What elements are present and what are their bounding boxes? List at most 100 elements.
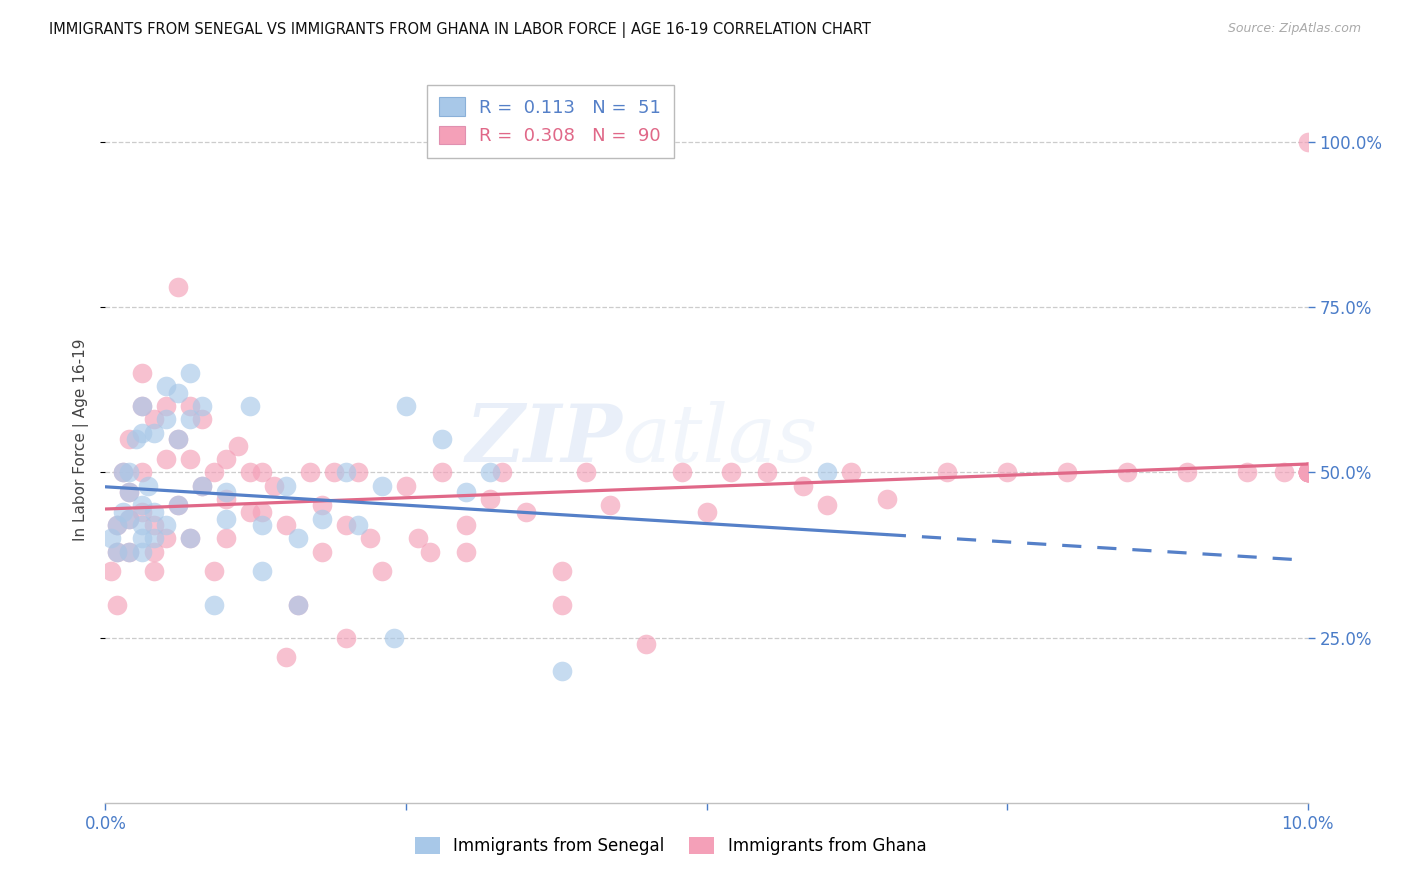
Point — [311, 511, 333, 525]
Point — [287, 532, 309, 546]
Point — [166, 499, 188, 513]
Point — [155, 412, 177, 426]
Point — [454, 544, 477, 558]
Point — [118, 466, 141, 480]
Point — [1236, 466, 1258, 480]
Point — [131, 399, 153, 413]
Point — [1296, 466, 1319, 480]
Point — [815, 466, 838, 480]
Point — [107, 518, 129, 533]
Point — [131, 399, 153, 413]
Point — [131, 499, 153, 513]
Point — [359, 532, 381, 546]
Point — [202, 598, 225, 612]
Point — [155, 399, 177, 413]
Point — [395, 478, 418, 492]
Point — [696, 505, 718, 519]
Point — [1296, 466, 1319, 480]
Point — [454, 518, 477, 533]
Point — [322, 466, 344, 480]
Point — [1296, 466, 1319, 480]
Point — [142, 505, 165, 519]
Point — [1296, 466, 1319, 480]
Point — [1296, 466, 1319, 480]
Point — [112, 505, 135, 519]
Point — [479, 466, 502, 480]
Point — [250, 518, 273, 533]
Point — [335, 466, 357, 480]
Point — [166, 280, 188, 294]
Point — [311, 499, 333, 513]
Point — [107, 598, 129, 612]
Point — [112, 466, 135, 480]
Point — [815, 499, 838, 513]
Point — [347, 518, 370, 533]
Point — [118, 511, 141, 525]
Y-axis label: In Labor Force | Age 16-19: In Labor Force | Age 16-19 — [73, 338, 90, 541]
Point — [430, 433, 453, 447]
Point — [936, 466, 959, 480]
Point — [118, 485, 141, 500]
Point — [479, 491, 502, 506]
Point — [142, 425, 165, 440]
Point — [430, 466, 453, 480]
Point — [671, 466, 693, 480]
Point — [112, 466, 135, 480]
Text: atlas: atlas — [623, 401, 818, 478]
Point — [166, 386, 188, 401]
Point — [214, 452, 236, 467]
Point — [551, 598, 574, 612]
Point — [239, 466, 262, 480]
Point — [274, 650, 297, 665]
Point — [179, 366, 201, 380]
Point — [239, 399, 262, 413]
Point — [214, 532, 236, 546]
Text: Source: ZipAtlas.com: Source: ZipAtlas.com — [1227, 22, 1361, 36]
Point — [406, 532, 429, 546]
Point — [107, 544, 129, 558]
Point — [190, 412, 212, 426]
Point — [190, 478, 212, 492]
Point — [190, 478, 212, 492]
Point — [214, 491, 236, 506]
Point — [179, 452, 201, 467]
Point — [1296, 466, 1319, 480]
Point — [599, 499, 621, 513]
Point — [131, 466, 153, 480]
Point — [202, 565, 225, 579]
Point — [179, 399, 201, 413]
Point — [142, 412, 165, 426]
Point — [250, 565, 273, 579]
Point — [202, 466, 225, 480]
Point — [166, 433, 188, 447]
Point — [274, 478, 297, 492]
Point — [131, 505, 153, 519]
Point — [1056, 466, 1078, 480]
Point — [755, 466, 778, 480]
Point — [142, 565, 165, 579]
Point — [142, 532, 165, 546]
Point — [575, 466, 598, 480]
Point — [287, 598, 309, 612]
Point — [1296, 466, 1319, 480]
Text: ZIP: ZIP — [465, 401, 623, 478]
Point — [311, 544, 333, 558]
Point — [142, 518, 165, 533]
Point — [118, 511, 141, 525]
Point — [335, 518, 357, 533]
Point — [347, 466, 370, 480]
Point — [142, 544, 165, 558]
Point — [876, 491, 898, 506]
Point — [263, 478, 285, 492]
Point — [382, 631, 405, 645]
Point — [551, 664, 574, 678]
Point — [131, 544, 153, 558]
Point — [155, 452, 177, 467]
Text: IMMIGRANTS FROM SENEGAL VS IMMIGRANTS FROM GHANA IN LABOR FORCE | AGE 16-19 CORR: IMMIGRANTS FROM SENEGAL VS IMMIGRANTS FR… — [49, 22, 872, 38]
Point — [274, 518, 297, 533]
Point — [131, 425, 153, 440]
Point — [371, 565, 394, 579]
Point — [1272, 466, 1295, 480]
Point — [250, 505, 273, 519]
Point — [551, 565, 574, 579]
